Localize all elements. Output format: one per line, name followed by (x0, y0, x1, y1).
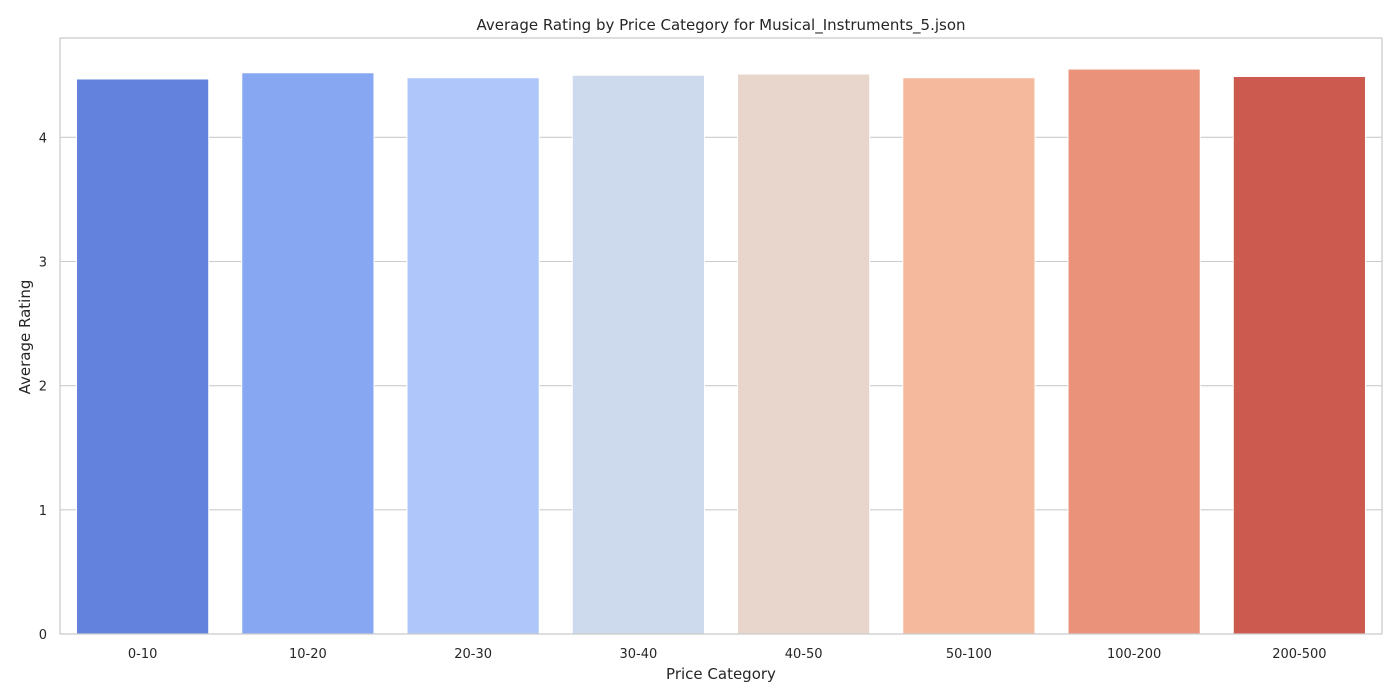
bar-0-10 (76, 78, 210, 635)
x-tick-labels: 0-10 10-20 20-30 30-40 40-50 50-100 100-200 200… (128, 647, 1327, 662)
x-tick-label: 40-50 (785, 647, 823, 662)
x-tick-label: 10-20 (289, 647, 327, 662)
y-axis-label: Average Rating (16, 280, 34, 395)
x-tick-label: 100-200 (1107, 647, 1161, 662)
y-tick-label: 3 (39, 256, 47, 271)
y-tick-label: 2 (39, 380, 47, 395)
y-tick-labels: 0 1 2 3 4 (39, 131, 47, 643)
y-tick-label: 4 (39, 131, 47, 146)
x-tick-label: 30-40 (619, 647, 657, 662)
x-tick-label: 0-10 (128, 647, 158, 662)
bar-30-40 (571, 74, 705, 635)
x-tick-label: 200-500 (1272, 647, 1326, 662)
chart-title: Average Rating by Price Category for Mus… (476, 16, 965, 35)
bar-100-200 (1067, 68, 1201, 635)
x-tick-label: 50-100 (946, 647, 992, 662)
bar-50-100 (902, 77, 1036, 635)
bar-10-20 (241, 72, 375, 635)
bar-200-500 (1232, 75, 1366, 635)
bar-layer (76, 68, 1366, 635)
y-tick-label: 1 (39, 504, 47, 519)
x-axis-label: Price Category (666, 665, 776, 683)
bar-40-50 (737, 73, 871, 635)
x-tick-label: 20-30 (454, 647, 492, 662)
y-tick-label: 0 (39, 628, 47, 643)
plot-frame (59, 37, 1383, 635)
bar-20-30 (406, 77, 540, 635)
